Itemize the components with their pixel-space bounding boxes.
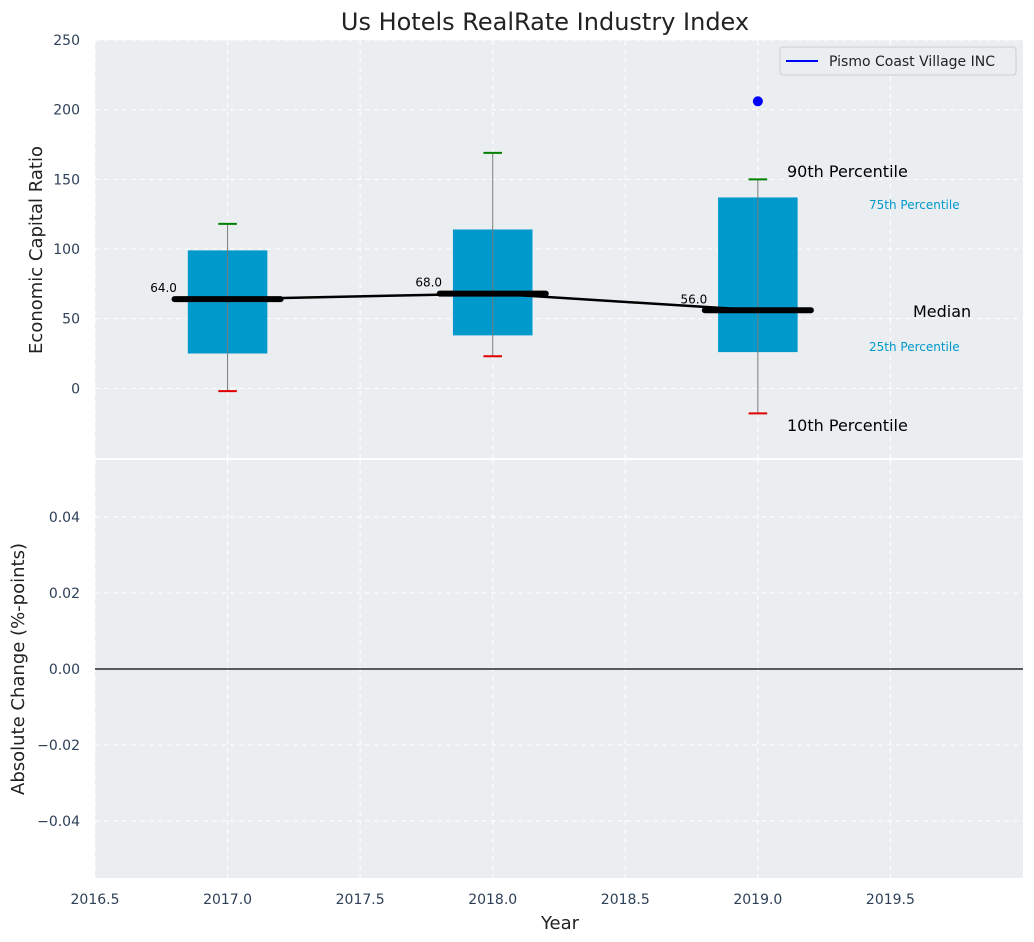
median-trend-line (227, 292, 758, 312)
x-tick-label: 2019.0 (733, 892, 782, 908)
bottom-y-tick-label: −0.04 (37, 814, 80, 830)
x-tick-label: 2016.5 (71, 892, 120, 908)
bottom-y-ticks: 0.04 0.02 0.00 −0.02 −0.04 (37, 510, 80, 830)
median-line-group (227, 292, 758, 312)
median-value-label: 68.0 (415, 276, 442, 290)
median-value-labels: 64.0 68.0 56.0 (150, 276, 707, 307)
x-ticks: 2016.5 2017.0 2017.5 2018.0 2018.5 2019.0 2019… (71, 892, 915, 908)
top-y-axis-label: Economic Capital Ratio (26, 146, 47, 354)
top-y-tick-label: 50 (62, 312, 80, 328)
top-y-tick-label: 250 (53, 33, 80, 49)
median-value-label: 56.0 (680, 292, 707, 306)
percentile-annotations: 90th Percentile 75th Percentile Median 2… (787, 162, 971, 435)
x-tick-label: 2017.5 (336, 892, 385, 908)
chart-title: Us Hotels RealRate Industry Index (341, 8, 749, 36)
annotation-median: Median (913, 302, 971, 321)
bottom-y-tick-label: −0.02 (37, 738, 80, 754)
top-y-tick-label: 150 (53, 172, 80, 188)
annotation-p10: 10th Percentile (787, 416, 908, 435)
bottom-y-tick-label: 0.02 (49, 586, 80, 602)
legend: Pismo Coast Village INC (779, 46, 1017, 76)
annotation-p25: 25th Percentile (869, 340, 960, 354)
x-tick-label: 2018.0 (468, 892, 517, 908)
x-tick-label: 2019.5 (866, 892, 915, 908)
legend-entry-company: Pismo Coast Village INC (829, 54, 995, 70)
top-chart-panel: 0 50 100 150 200 250 64.0 68.0 56.0 90th Percen… (26, 8, 1023, 458)
top-y-ticks: 0 50 100 150 200 250 (53, 33, 80, 397)
top-y-tick-label: 0 (71, 381, 80, 397)
bottom-chart-panel: 0.04 0.02 0.00 −0.02 −0.04 2016.5 2017.0 2017.… (8, 460, 1023, 934)
top-y-tick-label: 200 (53, 103, 80, 119)
company-point (752, 96, 763, 107)
bottom-y-tick-label: 0.00 (49, 662, 80, 678)
top-y-tick-label: 100 (53, 242, 80, 258)
x-tick-label: 2017.0 (203, 892, 252, 908)
annotation-p90: 90th Percentile (787, 162, 908, 181)
annotation-p75: 75th Percentile (869, 198, 960, 212)
x-axis-label: Year (540, 913, 580, 934)
legend-frame (779, 46, 1017, 76)
bottom-y-axis-label: Absolute Change (%-points) (8, 543, 29, 795)
bottom-y-tick-label: 0.04 (49, 510, 80, 526)
company-points (752, 96, 763, 107)
median-value-label: 64.0 (150, 281, 177, 295)
x-tick-label: 2018.5 (601, 892, 650, 908)
